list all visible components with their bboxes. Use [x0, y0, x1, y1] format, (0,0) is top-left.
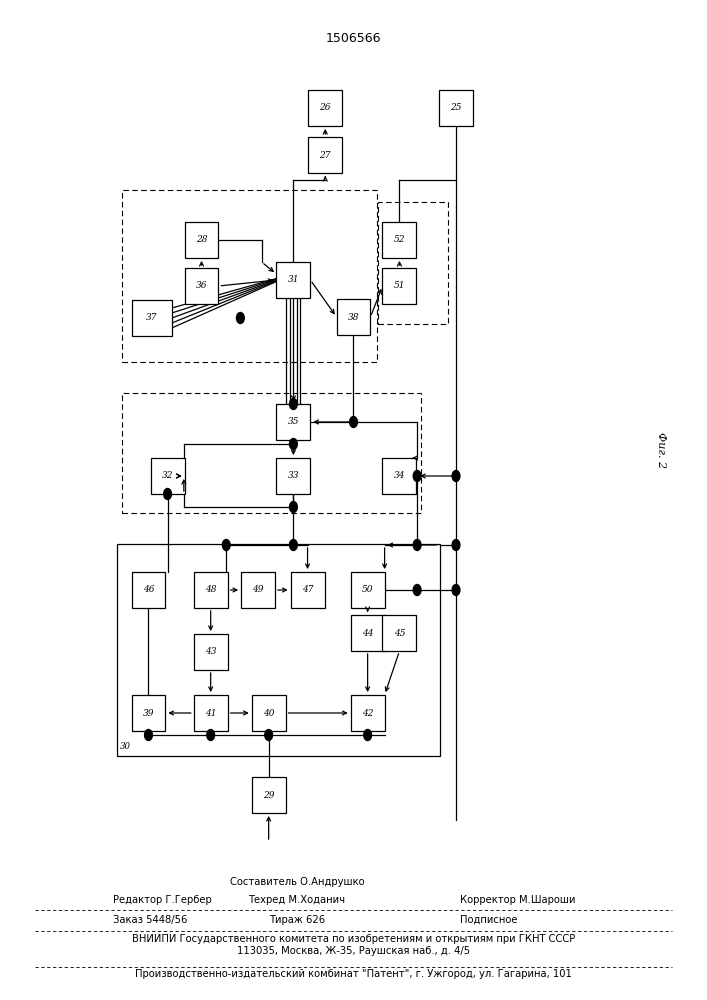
- Circle shape: [206, 730, 214, 740]
- Bar: [276, 404, 310, 440]
- Text: 37: 37: [146, 314, 158, 322]
- Bar: [382, 615, 416, 651]
- Text: Тираж 626: Тираж 626: [269, 915, 325, 925]
- Text: 32: 32: [162, 472, 173, 481]
- Bar: [194, 695, 228, 731]
- Text: 51: 51: [394, 282, 405, 290]
- Circle shape: [289, 438, 297, 450]
- Text: Техред М.Ходанич: Техред М.Ходанич: [248, 895, 346, 905]
- Bar: [132, 300, 172, 336]
- Bar: [337, 299, 370, 335]
- Text: Составитель О.Андрушко: Составитель О.Андрушко: [230, 877, 364, 887]
- Bar: [276, 458, 310, 494]
- Bar: [382, 222, 416, 258]
- Bar: [117, 544, 440, 756]
- Text: Корректор М.Шароши: Корректор М.Шароши: [460, 895, 575, 905]
- Circle shape: [144, 730, 152, 740]
- Bar: [252, 695, 286, 731]
- Circle shape: [452, 471, 460, 482]
- Text: 45: 45: [394, 629, 405, 638]
- Text: 28: 28: [196, 235, 207, 244]
- Circle shape: [452, 540, 460, 550]
- Bar: [351, 572, 385, 608]
- Text: 34: 34: [394, 472, 405, 481]
- Circle shape: [452, 584, 460, 595]
- Circle shape: [413, 540, 421, 550]
- Circle shape: [289, 398, 297, 410]
- Bar: [132, 695, 165, 731]
- Text: 31: 31: [288, 275, 299, 284]
- Bar: [382, 268, 416, 304]
- Circle shape: [413, 584, 421, 595]
- Bar: [132, 572, 165, 608]
- Circle shape: [222, 540, 230, 550]
- Text: 41: 41: [205, 708, 216, 718]
- Bar: [291, 572, 325, 608]
- Circle shape: [289, 502, 297, 512]
- Bar: [151, 458, 185, 494]
- Bar: [439, 90, 473, 126]
- Bar: [252, 777, 286, 813]
- Text: 43: 43: [205, 648, 216, 656]
- Bar: [276, 262, 310, 298]
- Bar: [122, 190, 377, 362]
- Text: 47: 47: [302, 585, 313, 594]
- Bar: [194, 634, 228, 670]
- Text: 52: 52: [394, 235, 405, 244]
- Bar: [378, 202, 448, 324]
- Text: Производственно-издательский комбинат "Патент", г. Ужгород, ул. Гагарина, 101: Производственно-издательский комбинат "П…: [135, 969, 572, 979]
- Circle shape: [163, 488, 171, 499]
- Text: 49: 49: [252, 585, 264, 594]
- Text: 48: 48: [205, 585, 216, 594]
- Text: Подписное: Подписное: [460, 915, 517, 925]
- Bar: [185, 222, 218, 258]
- Text: 25: 25: [450, 104, 462, 112]
- Bar: [308, 90, 342, 126]
- Text: 113035, Москва, Ж-35, Раушская наб., д. 4/5: 113035, Москва, Ж-35, Раушская наб., д. …: [237, 946, 470, 956]
- Text: 39: 39: [143, 708, 154, 718]
- Text: 42: 42: [362, 708, 373, 718]
- Bar: [351, 615, 385, 651]
- Text: 30: 30: [120, 742, 132, 751]
- Text: 44: 44: [362, 629, 373, 638]
- Bar: [382, 458, 416, 494]
- Text: 50: 50: [362, 585, 373, 594]
- Text: 36: 36: [196, 282, 207, 290]
- Text: 40: 40: [263, 708, 274, 718]
- Text: 1506566: 1506566: [326, 31, 381, 44]
- Text: 33: 33: [288, 472, 299, 481]
- Circle shape: [413, 471, 421, 482]
- Circle shape: [264, 730, 273, 740]
- Text: 27: 27: [320, 150, 331, 159]
- Circle shape: [236, 312, 245, 324]
- Text: Заказ 5448/56: Заказ 5448/56: [113, 915, 187, 925]
- Circle shape: [289, 540, 297, 550]
- Text: 29: 29: [263, 790, 274, 800]
- Bar: [308, 137, 342, 173]
- Bar: [241, 572, 275, 608]
- Circle shape: [349, 416, 357, 428]
- Text: ВНИИПИ Государственного комитета по изобретениям и открытиям при ГКНТ СССР: ВНИИПИ Государственного комитета по изоб…: [132, 934, 575, 944]
- Text: 26: 26: [320, 104, 331, 112]
- Text: 46: 46: [143, 585, 154, 594]
- Bar: [194, 572, 228, 608]
- Bar: [185, 268, 218, 304]
- Bar: [122, 393, 421, 513]
- Circle shape: [363, 730, 372, 740]
- Text: 35: 35: [288, 418, 299, 426]
- Bar: [351, 695, 385, 731]
- Text: 38: 38: [348, 312, 359, 322]
- Text: Фиг. 2: Фиг. 2: [656, 432, 666, 468]
- Text: Редактор Г.Гербер: Редактор Г.Гербер: [113, 895, 212, 905]
